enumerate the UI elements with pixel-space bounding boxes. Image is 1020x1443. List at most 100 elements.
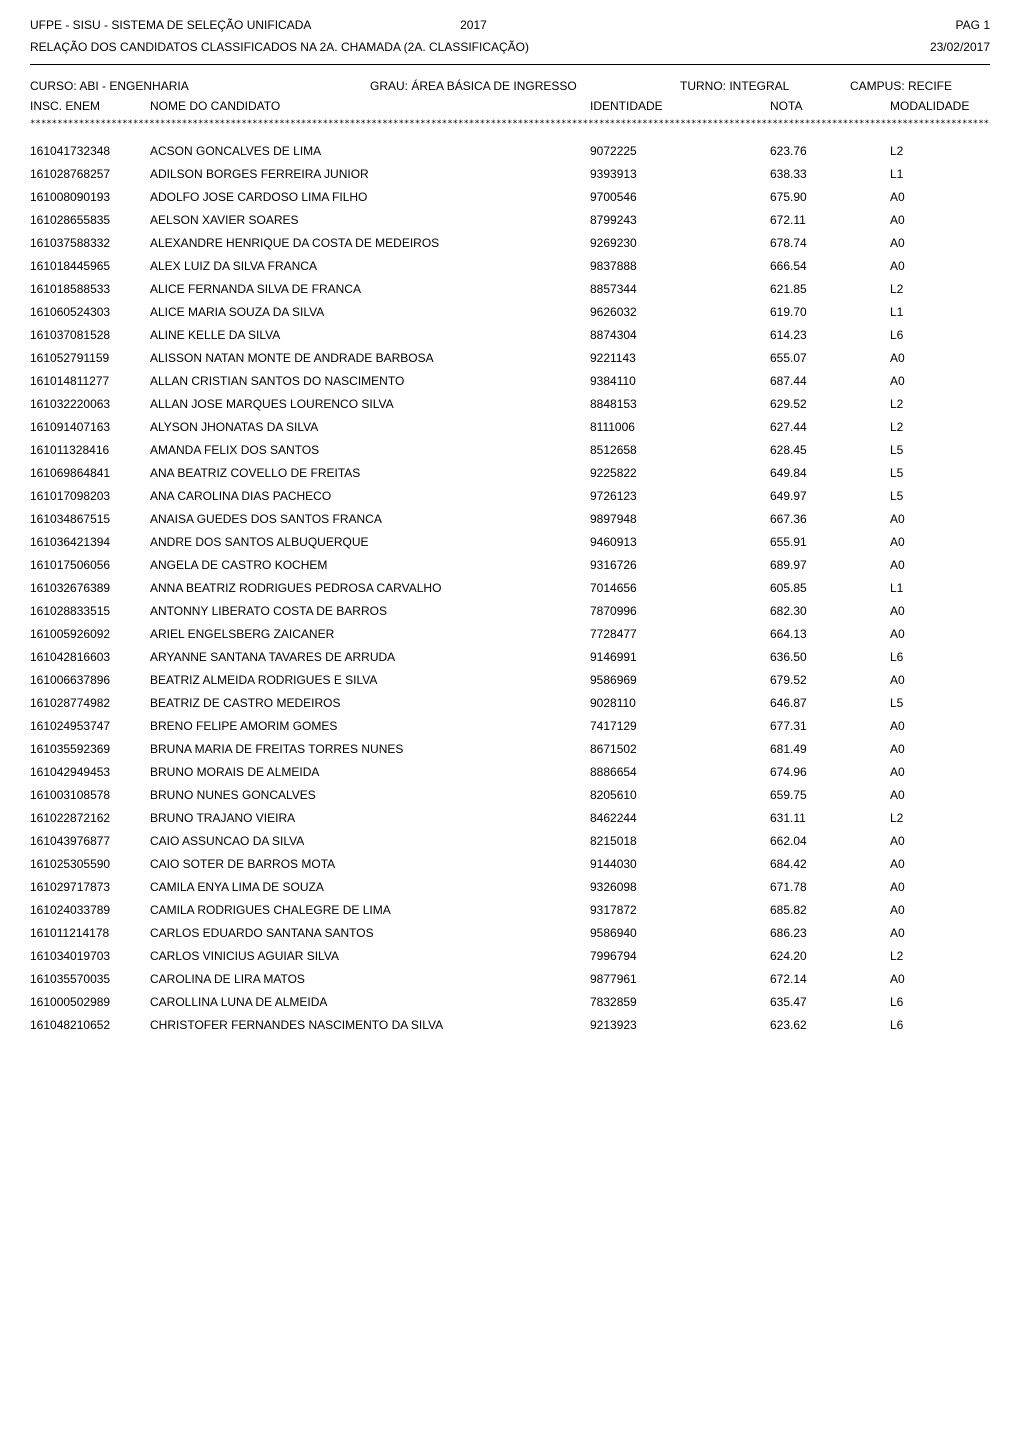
cell-modal: A0 <box>890 599 990 622</box>
course-info-row: CURSO: ABI - ENGENHARIA GRAU: ÁREA BÁSIC… <box>30 79 990 93</box>
cell-nome: ARYANNE SANTANA TAVARES DE ARRUDA <box>150 645 590 668</box>
cell-ident: 9146991 <box>590 645 770 668</box>
cell-modal: L6 <box>890 1013 990 1036</box>
cell-nota: 666.54 <box>770 254 890 277</box>
table-row: 161091407163ALYSON JHONATAS DA SILVA8111… <box>30 415 990 438</box>
cell-modal: A0 <box>890 231 990 254</box>
cell-insc: 161028768257 <box>30 162 150 185</box>
cell-ident: 9700546 <box>590 185 770 208</box>
table-row: 161034019703CARLOS VINICIUS AGUIAR SILVA… <box>30 944 990 967</box>
cell-nota: 623.62 <box>770 1013 890 1036</box>
cell-nota: 649.97 <box>770 484 890 507</box>
table-row: 161041732348ACSON GONCALVES DE LIMA90722… <box>30 139 990 162</box>
cell-ident: 9877961 <box>590 967 770 990</box>
cell-nome: ALEX LUIZ DA SILVA FRANCA <box>150 254 590 277</box>
cell-nome: CAMILA RODRIGUES CHALEGRE DE LIMA <box>150 898 590 921</box>
cell-nome: ANDRE DOS SANTOS ALBUQUERQUE <box>150 530 590 553</box>
cell-nome: CAIO SOTER DE BARROS MOTA <box>150 852 590 875</box>
cell-ident: 8215018 <box>590 829 770 852</box>
cell-insc: 161032676389 <box>30 576 150 599</box>
cell-nome: ALICE MARIA SOUZA DA SILVA <box>150 300 590 323</box>
cell-insc: 161041732348 <box>30 139 150 162</box>
cell-insc: 161035570035 <box>30 967 150 990</box>
cell-ident: 9897948 <box>590 507 770 530</box>
cell-insc: 161011328416 <box>30 438 150 461</box>
cell-insc: 161018588533 <box>30 277 150 300</box>
table-row: 161003108578BRUNO NUNES GONCALVES8205610… <box>30 783 990 806</box>
table-row: 161005926092ARIEL ENGELSBERG ZAICANER772… <box>30 622 990 645</box>
cell-ident: 8512658 <box>590 438 770 461</box>
page-number: PAG 1 <box>956 18 990 32</box>
cell-modal: A0 <box>890 254 990 277</box>
table-row: 161018588533ALICE FERNANDA SILVA DE FRAN… <box>30 277 990 300</box>
cell-nota: 667.36 <box>770 507 890 530</box>
cell-nota: 628.45 <box>770 438 890 461</box>
cell-nome: ADOLFO JOSE CARDOSO LIMA FILHO <box>150 185 590 208</box>
cell-nome: BRENO FELIPE AMORIM GOMES <box>150 714 590 737</box>
cell-modal: L2 <box>890 806 990 829</box>
cell-nota: 614.23 <box>770 323 890 346</box>
cell-modal: A0 <box>890 921 990 944</box>
table-row: 161035592369BRUNA MARIA DE FREITAS TORRE… <box>30 737 990 760</box>
cell-nota: 636.50 <box>770 645 890 668</box>
cell-nota: 685.82 <box>770 898 890 921</box>
cell-nota: 675.90 <box>770 185 890 208</box>
subtitle: RELAÇÃO DOS CANDIDATOS CLASSIFICADOS NA … <box>30 40 529 54</box>
star-divider: ****************************************… <box>30 119 990 129</box>
cell-ident: 9225822 <box>590 461 770 484</box>
cell-ident: 9326098 <box>590 875 770 898</box>
cell-nota: 689.97 <box>770 553 890 576</box>
table-row: 161042949453BRUNO MORAIS DE ALMEIDA88866… <box>30 760 990 783</box>
cell-insc: 161028833515 <box>30 599 150 622</box>
cell-modal: A0 <box>890 898 990 921</box>
cell-modal: A0 <box>890 369 990 392</box>
cell-nota: 681.49 <box>770 737 890 760</box>
cell-ident: 9028110 <box>590 691 770 714</box>
cell-nome: CAMILA ENYA LIMA DE SOUZA <box>150 875 590 898</box>
cell-ident: 8874304 <box>590 323 770 346</box>
cell-nome: ANTONNY LIBERATO COSTA DE BARROS <box>150 599 590 622</box>
table-row: 161029717873CAMILA ENYA LIMA DE SOUZA932… <box>30 875 990 898</box>
cell-modal: A0 <box>890 208 990 231</box>
cell-nome: BRUNO MORAIS DE ALMEIDA <box>150 760 590 783</box>
cell-insc: 161091407163 <box>30 415 150 438</box>
cell-modal: L5 <box>890 484 990 507</box>
cell-ident: 7832859 <box>590 990 770 1013</box>
course-turno: TURNO: INTEGRAL <box>680 79 850 93</box>
cell-nome: BRUNO NUNES GONCALVES <box>150 783 590 806</box>
cell-nota: 662.04 <box>770 829 890 852</box>
table-row: 161011214178CARLOS EDUARDO SANTANA SANTO… <box>30 921 990 944</box>
cell-nota: 605.85 <box>770 576 890 599</box>
cell-ident: 8857344 <box>590 277 770 300</box>
cell-ident: 8886654 <box>590 760 770 783</box>
cell-ident: 8205610 <box>590 783 770 806</box>
cell-nota: 674.96 <box>770 760 890 783</box>
cell-nome: BEATRIZ DE CASTRO MEDEIROS <box>150 691 590 714</box>
table-row: 161060524303ALICE MARIA SOUZA DA SILVA96… <box>30 300 990 323</box>
cell-insc: 161032220063 <box>30 392 150 415</box>
cell-nome: CAROLINA DE LIRA MATOS <box>150 967 590 990</box>
cell-modal: A0 <box>890 829 990 852</box>
table-row: 161052791159ALISSON NATAN MONTE DE ANDRA… <box>30 346 990 369</box>
cell-ident: 8111006 <box>590 415 770 438</box>
table-row: 161032220063ALLAN JOSE MARQUES LOURENCO … <box>30 392 990 415</box>
column-header-row: INSC. ENEM NOME DO CANDIDATO IDENTIDADE … <box>30 99 990 113</box>
cell-insc: 161018445965 <box>30 254 150 277</box>
cell-modal: L2 <box>890 277 990 300</box>
cell-nome: ALLAN CRISTIAN SANTOS DO NASCIMENTO <box>150 369 590 392</box>
cell-nota: 646.87 <box>770 691 890 714</box>
cell-modal: L1 <box>890 162 990 185</box>
cell-ident: 9316726 <box>590 553 770 576</box>
cell-nota: 623.76 <box>770 139 890 162</box>
col-nota: NOTA <box>770 99 890 113</box>
cell-nota: 686.23 <box>770 921 890 944</box>
cell-modal: L2 <box>890 944 990 967</box>
cell-insc: 161037588332 <box>30 231 150 254</box>
cell-nota: 679.52 <box>770 668 890 691</box>
cell-modal: A0 <box>890 668 990 691</box>
table-row: 161043976877CAIO ASSUNCAO DA SILVA821501… <box>30 829 990 852</box>
cell-nome: ANGELA DE CASTRO KOCHEM <box>150 553 590 576</box>
cell-nome: ALEXANDRE HENRIQUE DA COSTA DE MEDEIROS <box>150 231 590 254</box>
cell-nota: 671.78 <box>770 875 890 898</box>
cell-ident: 7014656 <box>590 576 770 599</box>
